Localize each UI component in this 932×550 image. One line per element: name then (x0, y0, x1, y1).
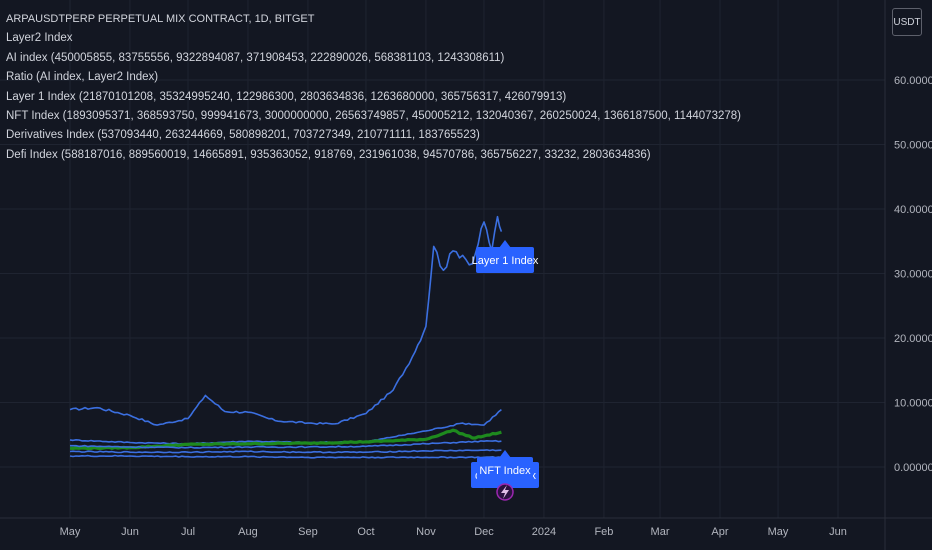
x-tick-label: Feb (594, 526, 613, 538)
x-tick-label: Nov (416, 526, 436, 538)
legend-row-derivatives-index[interactable]: Derivatives Index (537093440, 263244669,… (6, 129, 480, 142)
y-tick-label: 0.00000 (894, 462, 932, 474)
x-tick-label: Dec (474, 526, 494, 538)
y-tick-label: 50.00000 (894, 140, 932, 152)
y-tick-label: 30.00000 (894, 269, 932, 281)
legend-row-ratio[interactable]: Ratio (AI index, Layer2 Index) (6, 71, 159, 84)
series-flag-nft-index: NFT Index (477, 450, 533, 483)
x-tick-label: Aug (238, 526, 258, 538)
lightning-icon (496, 483, 514, 501)
series-line-derivatives-index (69, 428, 502, 451)
x-tick-label: Jul (181, 526, 195, 538)
x-tick-label: 2024 (532, 526, 556, 538)
x-tick-label: May (768, 526, 789, 538)
y-axis: 0.00000 10.00000 20.00000 30.00000 40.00000 5… (884, 0, 932, 550)
legend-row-defi-index[interactable]: Defi Index (588187016, 889560019, 146658… (6, 148, 651, 161)
x-axis: May Jun Jul Aug Sep Oct Nov Dec 2024 Feb Mar Apr May… (0, 517, 932, 538)
series-flag-layer-1-index: Layer 1 Index (472, 240, 539, 273)
y-tick-label: 60.00000 (894, 75, 932, 87)
legend-row-ai-index[interactable]: AI index (450005855, 83755556, 932289408… (6, 51, 505, 64)
y-tick-label: 40.00000 (894, 204, 932, 216)
series-line-defi-index (70, 439, 502, 449)
x-tick-label: Sep (298, 526, 318, 538)
flag-label: Layer 1 Index (472, 255, 539, 267)
series-line-ai-index (69, 449, 502, 454)
chart-legend: ARPAUSDTPERP PERPETUAL MIX CONTRACT, 1D,… (6, 10, 741, 165)
legend-title[interactable]: ARPAUSDTPERP PERPETUAL MIX CONTRACT, 1D,… (6, 13, 315, 25)
flag-label: NFT Index (479, 465, 531, 477)
series-layer (69, 215, 503, 459)
x-tick-label: Jun (121, 526, 139, 538)
series-line-nft-index (69, 408, 502, 445)
x-tick-label: Mar (651, 526, 670, 538)
x-tick-label: May (60, 526, 81, 538)
currency-button[interactable]: USDT (892, 8, 922, 36)
legend-row-layer2-index[interactable]: Layer2 Index (6, 32, 73, 45)
x-tick-label: Jun (829, 526, 847, 538)
y-tick-label: 20.00000 (894, 333, 932, 345)
series-line-layer2-index (69, 454, 502, 459)
x-tick-label: Apr (711, 526, 728, 538)
y-tick-label: 10.00000 (894, 398, 932, 410)
legend-row-nft-index[interactable]: NFT Index (1893095371, 368593750, 999941… (6, 109, 741, 122)
legend-row-layer1-index[interactable]: Layer 1 Index (21870101208, 35324995240,… (6, 90, 567, 103)
x-tick-label: Oct (357, 526, 374, 538)
series-line-layer-1-index (69, 215, 503, 426)
